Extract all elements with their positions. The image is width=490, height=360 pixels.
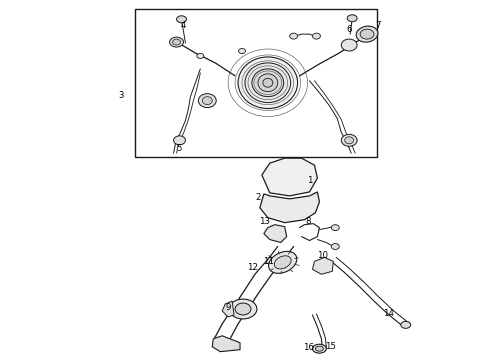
Ellipse shape (274, 256, 291, 269)
Ellipse shape (172, 39, 180, 45)
Ellipse shape (345, 137, 354, 144)
Ellipse shape (331, 243, 339, 249)
Ellipse shape (229, 299, 257, 319)
Ellipse shape (238, 57, 297, 109)
Ellipse shape (360, 29, 374, 39)
Ellipse shape (356, 26, 378, 42)
Ellipse shape (239, 49, 245, 54)
Ellipse shape (235, 303, 251, 315)
Text: 5: 5 (177, 144, 182, 153)
Polygon shape (262, 158, 318, 196)
Ellipse shape (341, 39, 357, 51)
Ellipse shape (176, 16, 187, 23)
Text: 14: 14 (383, 310, 394, 319)
Polygon shape (260, 192, 319, 223)
Ellipse shape (313, 344, 326, 353)
Ellipse shape (252, 69, 284, 96)
Text: 4: 4 (181, 21, 186, 30)
Text: 11: 11 (263, 257, 274, 266)
Text: 2: 2 (255, 193, 261, 202)
Ellipse shape (197, 54, 204, 58)
Ellipse shape (202, 96, 212, 105)
Polygon shape (264, 225, 287, 243)
Text: 6: 6 (346, 25, 352, 34)
Text: 13: 13 (259, 217, 270, 226)
Text: 9: 9 (225, 302, 231, 311)
Ellipse shape (198, 94, 216, 108)
Polygon shape (222, 301, 234, 317)
Ellipse shape (258, 74, 278, 92)
Ellipse shape (263, 78, 273, 87)
Ellipse shape (245, 63, 291, 103)
Text: 15: 15 (325, 342, 336, 351)
Bar (135, 9, 377, 157)
Polygon shape (212, 336, 240, 352)
Ellipse shape (341, 134, 357, 146)
Ellipse shape (313, 33, 320, 39)
Ellipse shape (290, 33, 297, 39)
Text: 16: 16 (303, 343, 314, 352)
Ellipse shape (269, 251, 297, 273)
Ellipse shape (170, 37, 183, 47)
Text: 10: 10 (317, 251, 328, 260)
Text: 8: 8 (306, 217, 311, 226)
Text: 1: 1 (307, 176, 312, 185)
Text: 12: 12 (247, 263, 258, 272)
Ellipse shape (173, 136, 185, 145)
Text: 3: 3 (118, 91, 123, 100)
Polygon shape (313, 257, 333, 274)
Ellipse shape (401, 321, 411, 328)
Ellipse shape (331, 225, 339, 231)
Text: 7: 7 (375, 21, 381, 30)
Ellipse shape (316, 346, 323, 351)
Ellipse shape (347, 15, 357, 22)
